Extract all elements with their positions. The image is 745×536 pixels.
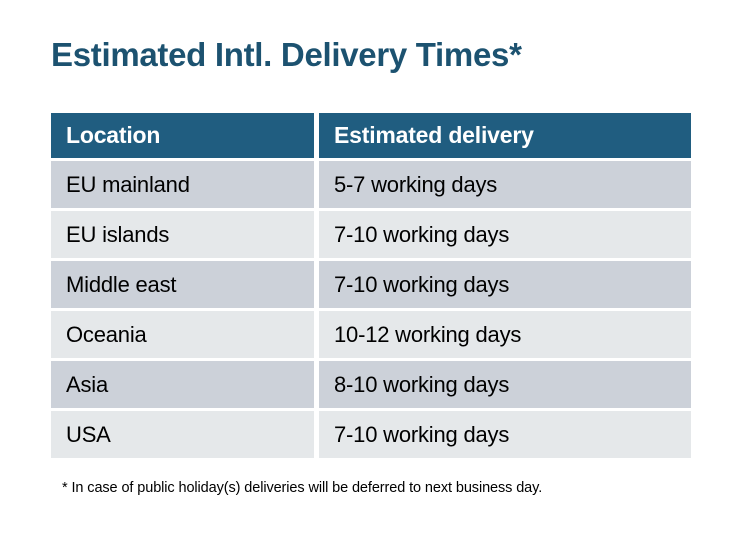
- page-title: Estimated Intl. Delivery Times*: [51, 36, 522, 73]
- table-row: USA 7-10 working days: [51, 411, 691, 458]
- cell-location: Asia: [51, 361, 314, 408]
- cell-estimated-delivery: 7-10 working days: [319, 411, 691, 458]
- cell-estimated-delivery: 7-10 working days: [319, 211, 691, 258]
- cell-location: USA: [51, 411, 314, 458]
- cell-estimated-delivery: 10-12 working days: [319, 311, 691, 358]
- footnote-public-holiday: * In case of public holiday(s) deliverie…: [62, 480, 543, 496]
- cell-location: Middle east: [51, 261, 314, 308]
- table-header-row: Location Estimated delivery: [51, 113, 691, 158]
- cell-estimated-delivery: 7-10 working days: [319, 261, 691, 308]
- table-row: Oceania 10-12 working days: [51, 311, 691, 358]
- estimated-delivery-times-table: Location Estimated delivery EU mainland …: [51, 113, 691, 458]
- cell-location: EU mainland: [51, 161, 314, 208]
- cell-location: EU islands: [51, 211, 314, 258]
- column-header-estimated-delivery: Estimated delivery: [319, 113, 691, 158]
- table-row: EU islands 7-10 working days: [51, 211, 691, 258]
- table-row: EU mainland 5-7 working days: [51, 161, 691, 208]
- table-row: Middle east 7-10 working days: [51, 261, 691, 308]
- column-header-location: Location: [51, 113, 314, 158]
- cell-location: Oceania: [51, 311, 314, 358]
- table-row: Asia 8-10 working days: [51, 361, 691, 408]
- cell-estimated-delivery: 8-10 working days: [319, 361, 691, 408]
- cell-estimated-delivery: 5-7 working days: [319, 161, 691, 208]
